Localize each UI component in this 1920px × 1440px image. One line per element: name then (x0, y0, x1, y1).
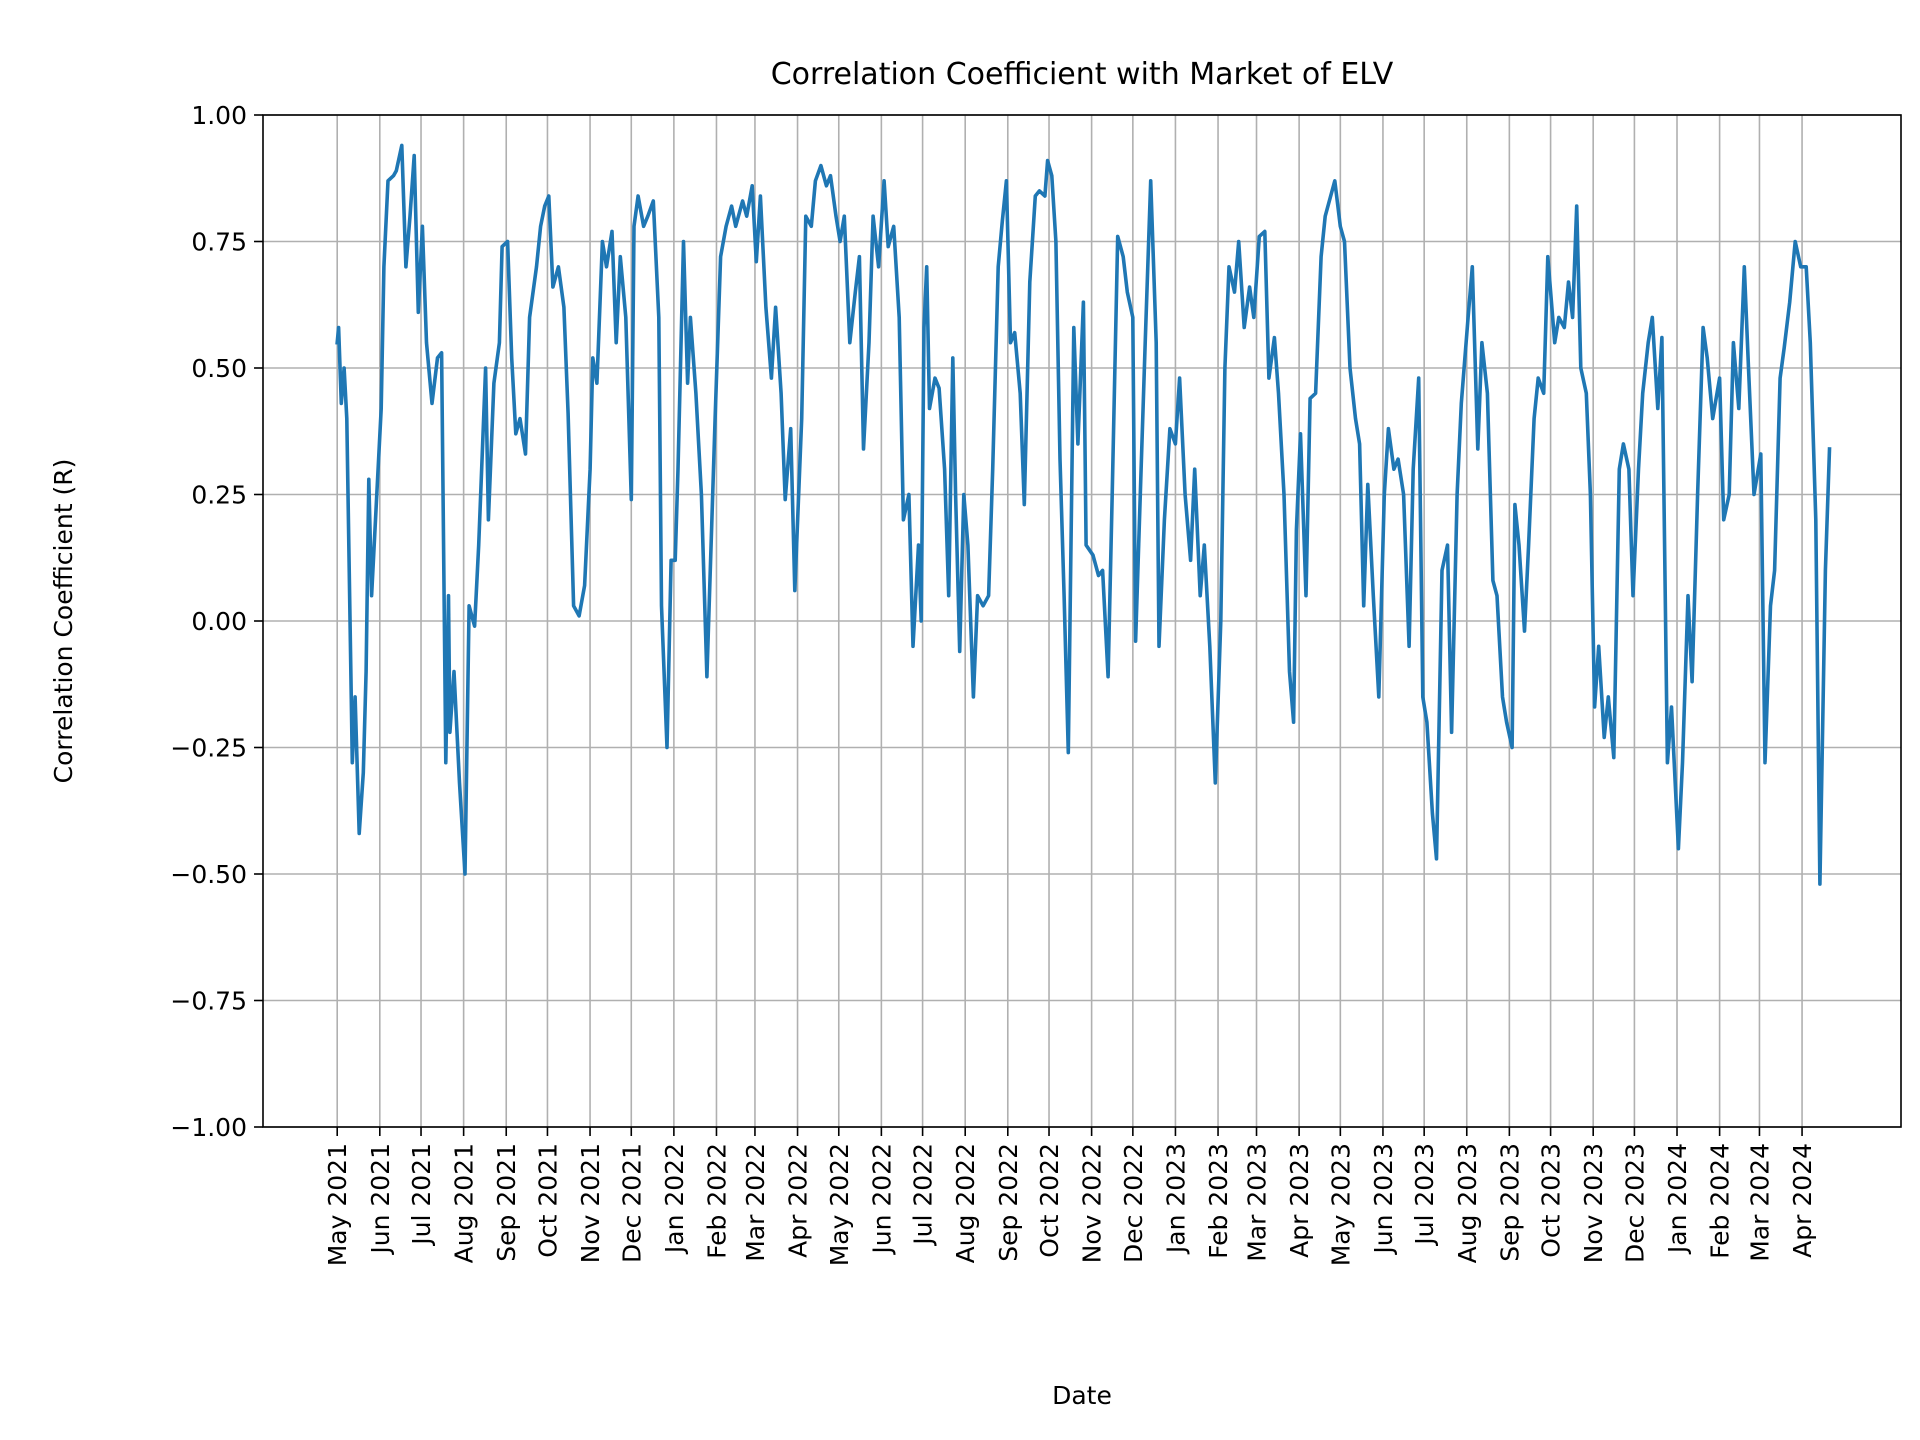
x-tick-label: Jan 2024 (1663, 1143, 1692, 1255)
x-tick-label: Feb 2022 (702, 1143, 731, 1259)
x-tick-label: Jun 2023 (1369, 1143, 1398, 1256)
x-tick-label: Apr 2022 (784, 1143, 813, 1258)
x-tick-label: Oct 2022 (1035, 1143, 1064, 1258)
y-tick-label: 0.75 (191, 228, 247, 257)
x-tick-label: Aug 2021 (450, 1143, 479, 1263)
x-tick-label: May 2021 (323, 1143, 352, 1266)
x-tick-label: Dec 2021 (617, 1143, 646, 1263)
x-axis: May 2021 Jun 2021 Jul 2021 Aug 2021 Sep 2021… (323, 1127, 1817, 1266)
x-tick-label: Aug 2022 (951, 1143, 980, 1263)
x-tick-label: Mar 2023 (1243, 1143, 1272, 1262)
series-layer (335, 143, 1832, 886)
chart-title: Correlation Coefficient with Market of E… (771, 57, 1394, 92)
x-tick-label: Jun 2022 (867, 1143, 896, 1256)
y-tick-label: −0.75 (170, 987, 247, 1016)
x-tick-label: Feb 2023 (1204, 1143, 1233, 1259)
x-tick-label: May 2023 (1326, 1143, 1355, 1266)
x-tick-label: Apr 2023 (1285, 1143, 1314, 1258)
x-tick-label: Jul 2022 (909, 1143, 938, 1247)
x-tick-label: Jun 2021 (366, 1143, 395, 1256)
y-tick-label: −1.00 (170, 1113, 247, 1142)
x-axis-label: Date (1052, 1381, 1112, 1410)
x-tick-label: Mar 2022 (741, 1143, 770, 1262)
x-tick-label: Jan 2023 (1161, 1143, 1190, 1255)
y-tick-label: −0.25 (170, 734, 247, 763)
x-tick-label: Jan 2022 (660, 1143, 689, 1255)
y-axis: −1.00 −0.75 −0.50 −0.25 0.00 0.25 0.50 0.75 1.00 (170, 101, 263, 1142)
y-axis-label: Correlation Coefficient (R) (49, 459, 78, 784)
x-tick-label: Dec 2023 (1620, 1143, 1649, 1263)
y-tick-label: 0.00 (191, 607, 247, 636)
x-tick-label: Jul 2023 (1410, 1143, 1439, 1247)
x-tick-label: Sep 2023 (1495, 1143, 1524, 1262)
x-tick-label: Nov 2023 (1579, 1143, 1608, 1263)
x-tick-label: Apr 2024 (1788, 1143, 1817, 1258)
y-tick-label: 0.25 (191, 481, 247, 510)
x-tick-label: Nov 2022 (1078, 1143, 1107, 1263)
x-tick-label: Dec 2022 (1119, 1143, 1148, 1263)
y-tick-label: 1.00 (191, 101, 247, 130)
x-tick-label: Aug 2023 (1453, 1143, 1482, 1263)
x-tick-label: Feb 2024 (1706, 1143, 1735, 1259)
x-tick-label: Nov 2021 (576, 1143, 605, 1263)
y-tick-label: −0.50 (170, 860, 247, 889)
x-tick-label: Oct 2023 (1537, 1143, 1566, 1258)
x-tick-label: Oct 2021 (533, 1143, 562, 1258)
x-tick-label: Mar 2024 (1745, 1143, 1774, 1262)
x-tick-label: Sep 2021 (492, 1143, 521, 1262)
x-tick-label: May 2022 (825, 1143, 854, 1266)
x-tick-label: Sep 2022 (994, 1143, 1023, 1262)
y-tick-label: 0.50 (191, 354, 247, 383)
x-tick-label: Jul 2021 (407, 1143, 436, 1247)
